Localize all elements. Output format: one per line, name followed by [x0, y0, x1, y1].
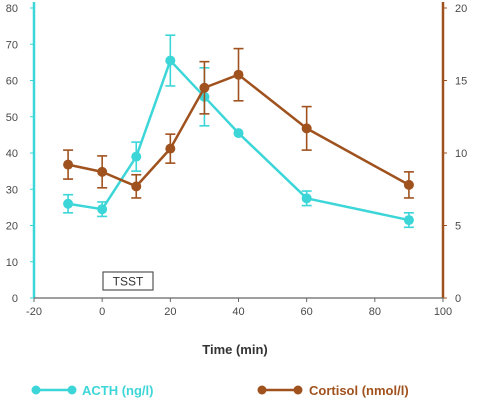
acth-legend-marker	[67, 385, 77, 395]
left-y-tick-label: 80	[6, 3, 18, 15]
right-y-tick-label: 10	[455, 148, 467, 160]
tsst-annotation-label: TSST	[113, 275, 144, 289]
cortisol-data-point	[97, 166, 108, 177]
acth-legend-marker	[31, 385, 41, 395]
acth-series-line	[67, 59, 410, 222]
right-y-tick-label: 20	[455, 3, 467, 15]
left-y-tick-label: 40	[6, 148, 18, 160]
chart-legend: ACTH (ng/l) Cortisol (nmol/l)	[31, 383, 409, 398]
x-tick-label: 40	[232, 306, 244, 318]
acth-data-point	[131, 151, 142, 162]
cortisol-legend-label: Cortisol (nmol/l)	[309, 383, 409, 398]
chart-axes	[32, 2, 445, 299]
left-y-tick-label: 50	[6, 112, 18, 124]
chart-series	[63, 34, 414, 229]
left-y-tick-label: 0	[12, 293, 18, 305]
acth-data-point	[403, 215, 414, 226]
x-tick-label: 100	[434, 306, 452, 318]
tsst-annotation-box	[102, 271, 154, 291]
cortisol-data-point	[301, 123, 312, 134]
acth-legend-label: ACTH (ng/l)	[82, 383, 153, 398]
acth-data-point	[233, 128, 244, 139]
left-y-tick-label: 30	[6, 184, 18, 196]
cortisol-legend-marker	[257, 385, 267, 395]
acth-data-point	[63, 198, 74, 209]
cortisol-data-point	[63, 159, 74, 170]
left-y-tick-label: 60	[6, 76, 18, 88]
cortisol-series-line	[67, 73, 410, 188]
right-y-tick-label: 0	[455, 293, 461, 305]
cortisol-data-point	[403, 179, 414, 190]
cortisol-data-point	[131, 181, 142, 192]
x-tick-label: 20	[164, 306, 176, 318]
acth-data-point	[97, 204, 108, 215]
acth-data-point	[165, 55, 176, 66]
cortisol-data-point	[199, 82, 210, 93]
chart-annotation: TSST	[102, 271, 154, 291]
left-y-tick-label: 70	[6, 39, 18, 51]
left-y-tick-label: 20	[6, 221, 18, 233]
x-tick-label: 0	[99, 306, 105, 318]
right-y-tick-label: 15	[455, 76, 467, 88]
cortisol-data-point	[233, 69, 244, 80]
x-axis-title: Time (min)	[202, 342, 268, 357]
x-tick-label: 80	[369, 306, 381, 318]
left-y-tick-label: 10	[6, 257, 18, 269]
acth-data-point	[301, 193, 312, 204]
x-tick-label: 60	[301, 306, 313, 318]
right-y-tick-label: 5	[455, 221, 461, 233]
cortisol-data-point	[165, 143, 176, 154]
x-tick-label: -20	[26, 306, 42, 318]
cortisol-legend-marker	[293, 385, 303, 395]
